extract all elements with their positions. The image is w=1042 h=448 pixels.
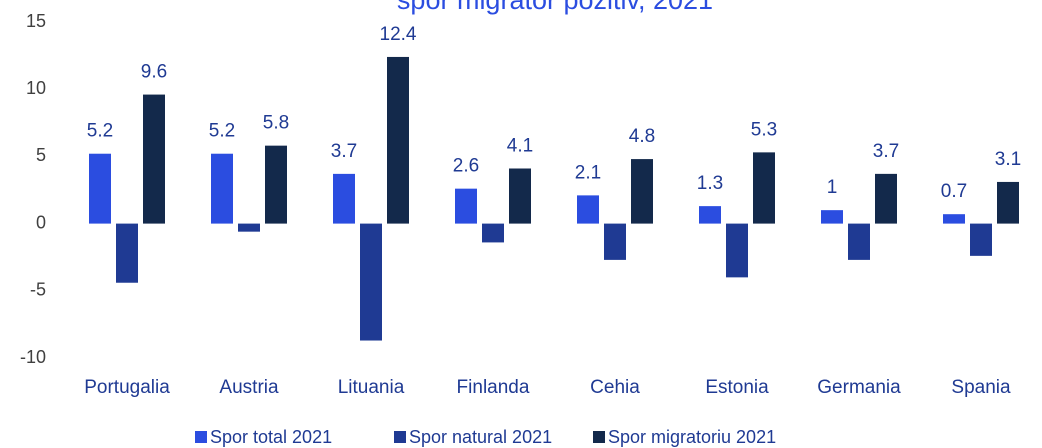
- value-label: 3.1: [995, 149, 1021, 170]
- value-label: 3.7: [331, 141, 357, 162]
- bar: [143, 94, 165, 224]
- value-label: 1: [827, 177, 838, 198]
- value-label: 9.6: [141, 62, 167, 83]
- legend-label: Spor natural 2021: [409, 427, 552, 447]
- value-label: 4.1: [507, 136, 533, 157]
- value-label: 3.7: [873, 141, 899, 162]
- value-label: 12.4: [380, 24, 417, 45]
- bar: [821, 210, 843, 224]
- bar: [387, 56, 409, 224]
- bar: [631, 159, 653, 224]
- x-tick-label: Germania: [817, 377, 901, 398]
- bar: [848, 223, 870, 260]
- bar: [89, 153, 111, 224]
- value-label: 2.1: [575, 162, 601, 183]
- value-label: 5.3: [751, 119, 777, 140]
- x-tick-label: Lituania: [338, 377, 405, 398]
- y-tick-label: -10: [20, 347, 46, 367]
- bar: [265, 145, 287, 224]
- value-label: 5.8: [263, 113, 289, 134]
- bar: [726, 223, 748, 278]
- bar: [577, 195, 599, 224]
- bar: [238, 223, 260, 232]
- legend-label: Spor total 2021: [210, 427, 332, 447]
- bar: [509, 168, 531, 224]
- bar: [211, 153, 233, 224]
- chart-title: spor migrator pozitiv, 2021: [397, 0, 713, 15]
- value-label: 4.8: [629, 126, 655, 147]
- y-tick-label: 5: [36, 145, 46, 165]
- legend-swatch: [593, 431, 605, 443]
- legend-swatch: [394, 431, 406, 443]
- legend-label: Spor migratoriu 2021: [608, 427, 776, 447]
- bar: [333, 173, 355, 224]
- x-tick-label: Finlanda: [457, 377, 530, 398]
- x-tick-label: Cehia: [590, 377, 640, 398]
- value-label: 2.6: [453, 156, 479, 177]
- value-label: 5.2: [87, 121, 113, 142]
- value-label: 1.3: [697, 173, 723, 194]
- y-tick-label: -5: [30, 280, 46, 300]
- bar: [482, 223, 504, 243]
- y-tick-label: 0: [36, 212, 46, 232]
- bar: [970, 223, 992, 256]
- bar: [455, 188, 477, 224]
- x-tick-label: Estonia: [705, 377, 769, 398]
- x-tick-label: Austria: [219, 377, 279, 398]
- bar: [943, 214, 965, 224]
- bar: [604, 223, 626, 260]
- bar: [997, 181, 1019, 224]
- bar: [753, 152, 775, 224]
- bar: [116, 223, 138, 283]
- legend-swatch: [195, 431, 207, 443]
- value-label: 0.7: [941, 181, 967, 202]
- bar: [699, 206, 721, 224]
- bar: [875, 173, 897, 224]
- value-label: 5.2: [209, 121, 235, 142]
- bar: [360, 223, 382, 341]
- y-tick-label: 15: [26, 11, 46, 31]
- y-tick-label: 10: [26, 78, 46, 98]
- x-tick-label: Portugalia: [84, 377, 170, 398]
- x-tick-label: Spania: [951, 377, 1011, 398]
